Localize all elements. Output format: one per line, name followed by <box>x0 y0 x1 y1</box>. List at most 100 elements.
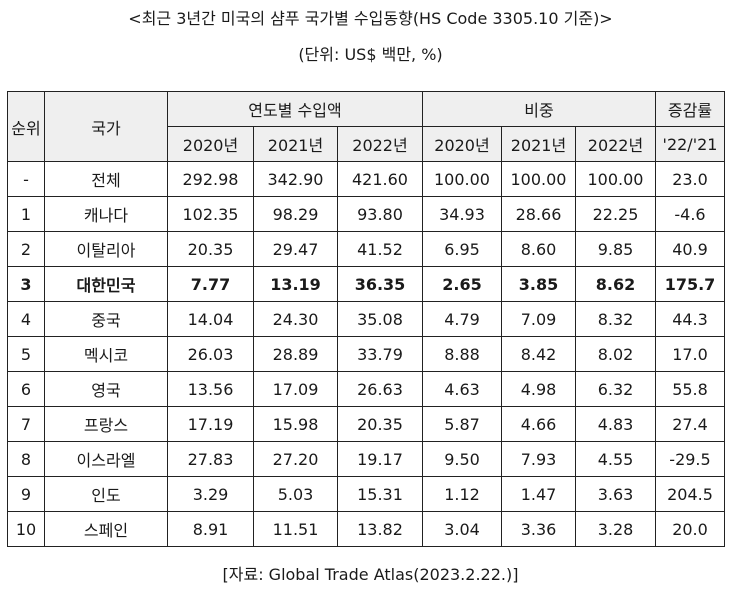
share-2021-cell: 1.47 <box>501 476 576 512</box>
table-row: 2 이탈리아 20.35 29.47 41.52 6.95 8.60 9.85 40.9 <box>7 231 725 267</box>
year-header: 2020년 <box>422 126 502 162</box>
share-2020-cell: 2.65 <box>422 266 502 302</box>
country-cell: 전체 <box>44 161 168 197</box>
share-2021-cell: 3.85 <box>501 266 576 302</box>
year-header: 2022년 <box>575 126 656 162</box>
source-note: [자료: Global Trade Atlas(2023.2.22.)] <box>222 565 519 584</box>
import-2021-cell: 24.30 <box>253 301 338 337</box>
table-row: 1 캐나다 102.35 98.29 93.80 34.93 28.66 22.25 -4.6 <box>7 196 725 232</box>
share-2021-cell: 8.60 <box>501 231 576 267</box>
share-2020-cell: 3.04 <box>422 511 502 547</box>
country-cell: 프랑스 <box>44 406 168 442</box>
share-2021-cell: 4.98 <box>501 371 576 407</box>
table-row: 7 프랑스 17.19 15.98 20.35 5.87 4.66 4.83 27.4 <box>7 406 725 442</box>
growth-cell: 175.7 <box>655 266 725 302</box>
growth-header: 증감률 <box>655 91 725 127</box>
import-2020-cell: 7.77 <box>167 266 254 302</box>
import-2021-cell: 11.51 <box>253 511 338 547</box>
year-header: 2020년 <box>167 126 254 162</box>
import-2022-cell: 26.63 <box>337 371 423 407</box>
import-2022-cell: 93.80 <box>337 196 423 232</box>
growth-cell: 23.0 <box>655 161 725 197</box>
share-2020-cell: 4.79 <box>422 301 502 337</box>
import-2021-cell: 98.29 <box>253 196 338 232</box>
rank-cell: 4 <box>7 301 45 337</box>
country-cell: 이스라엘 <box>44 441 168 477</box>
table-row: 8 이스라엘 27.83 27.20 19.17 9.50 7.93 4.55 -29.5 <box>7 441 725 477</box>
import-2020-cell: 20.35 <box>167 231 254 267</box>
rank-cell: 2 <box>7 231 45 267</box>
table-row: 3 대한민국 7.77 13.19 36.35 2.65 3.85 8.62 175.7 <box>7 266 725 302</box>
country-header: 국가 <box>44 91 168 162</box>
share-2022-cell: 9.85 <box>575 231 656 267</box>
import-2022-cell: 36.35 <box>337 266 423 302</box>
growth-cell: 20.0 <box>655 511 725 547</box>
year-header: 2022년 <box>337 126 423 162</box>
share-2022-cell: 3.63 <box>575 476 656 512</box>
country-cell: 대한민국 <box>44 266 168 302</box>
share-2020-cell: 5.87 <box>422 406 502 442</box>
import-value-header: 연도별 수입액 <box>167 91 423 127</box>
year-header: 2021년 <box>253 126 338 162</box>
import-2021-cell: 27.20 <box>253 441 338 477</box>
table-row: 4 중국 14.04 24.30 35.08 4.79 7.09 8.32 44.3 <box>7 301 725 337</box>
growth-cell: 27.4 <box>655 406 725 442</box>
import-2022-cell: 35.08 <box>337 301 423 337</box>
share-2021-cell: 7.09 <box>501 301 576 337</box>
import-2020-cell: 26.03 <box>167 336 254 372</box>
unit-note: (단위: US$ 백만, %) <box>298 45 443 64</box>
rank-cell: - <box>7 161 45 197</box>
share-2022-cell: 4.55 <box>575 441 656 477</box>
growth-period-header: '22/'21 <box>655 126 725 162</box>
rank-cell: 6 <box>7 371 45 407</box>
import-2022-cell: 13.82 <box>337 511 423 547</box>
import-2022-cell: 33.79 <box>337 336 423 372</box>
share-2021-cell: 28.66 <box>501 196 576 232</box>
share-2022-cell: 6.32 <box>575 371 656 407</box>
share-2022-cell: 8.02 <box>575 336 656 372</box>
growth-cell: 204.5 <box>655 476 725 512</box>
import-2020-cell: 14.04 <box>167 301 254 337</box>
country-cell: 스페인 <box>44 511 168 547</box>
import-2020-cell: 27.83 <box>167 441 254 477</box>
import-2022-cell: 421.60 <box>337 161 423 197</box>
share-2020-cell: 100.00 <box>422 161 502 197</box>
import-2021-cell: 17.09 <box>253 371 338 407</box>
import-2022-cell: 15.31 <box>337 476 423 512</box>
table-row: 5 멕시코 26.03 28.89 33.79 8.88 8.42 8.02 17.0 <box>7 336 725 372</box>
share-header: 비중 <box>422 91 656 127</box>
growth-cell: 17.0 <box>655 336 725 372</box>
import-2020-cell: 13.56 <box>167 371 254 407</box>
share-2020-cell: 1.12 <box>422 476 502 512</box>
import-table: 순위 국가 연도별 수입액 비중 증감률 2020년 2021년 2022년 2… <box>7 91 725 547</box>
share-2021-cell: 3.36 <box>501 511 576 547</box>
country-cell: 인도 <box>44 476 168 512</box>
share-2022-cell: 100.00 <box>575 161 656 197</box>
year-header: 2021년 <box>501 126 576 162</box>
import-2021-cell: 15.98 <box>253 406 338 442</box>
rank-header: 순위 <box>7 91 45 162</box>
share-2020-cell: 8.88 <box>422 336 502 372</box>
country-cell: 이탈리아 <box>44 231 168 267</box>
table-title: <최근 3년간 미국의 샴푸 국가별 수입동향(HS Code 3305.10 … <box>128 9 613 28</box>
rank-cell: 3 <box>7 266 45 302</box>
import-2022-cell: 19.17 <box>337 441 423 477</box>
rank-cell: 5 <box>7 336 45 372</box>
share-2022-cell: 8.62 <box>575 266 656 302</box>
share-2020-cell: 9.50 <box>422 441 502 477</box>
table-row: 6 영국 13.56 17.09 26.63 4.63 4.98 6.32 55.8 <box>7 371 725 407</box>
import-2020-cell: 292.98 <box>167 161 254 197</box>
import-2021-cell: 28.89 <box>253 336 338 372</box>
import-2020-cell: 3.29 <box>167 476 254 512</box>
share-2020-cell: 4.63 <box>422 371 502 407</box>
import-2021-cell: 342.90 <box>253 161 338 197</box>
share-2021-cell: 4.66 <box>501 406 576 442</box>
growth-cell: 55.8 <box>655 371 725 407</box>
share-2021-cell: 8.42 <box>501 336 576 372</box>
import-2020-cell: 102.35 <box>167 196 254 232</box>
share-2022-cell: 22.25 <box>575 196 656 232</box>
import-2022-cell: 41.52 <box>337 231 423 267</box>
share-2020-cell: 6.95 <box>422 231 502 267</box>
import-2021-cell: 13.19 <box>253 266 338 302</box>
country-cell: 캐나다 <box>44 196 168 232</box>
